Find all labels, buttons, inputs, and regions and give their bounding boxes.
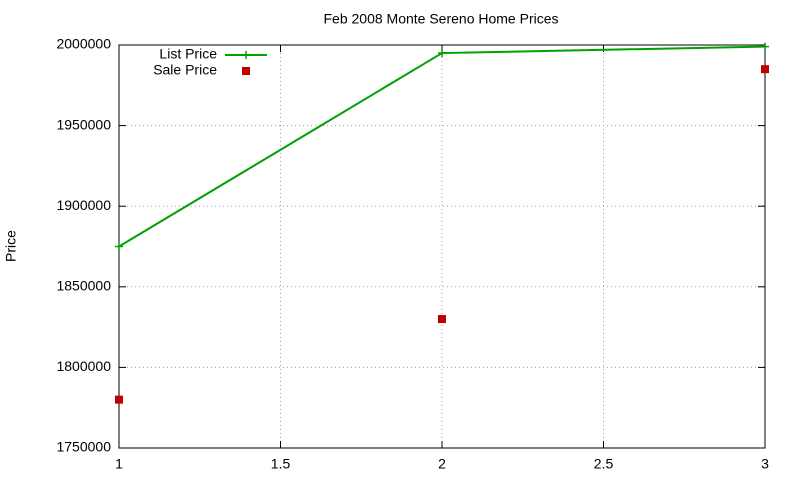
legend-label: Sale Price [153, 62, 217, 78]
x-tick-label: 2.5 [594, 456, 614, 472]
y-tick-label: 1900000 [56, 197, 111, 213]
legend-swatch [242, 51, 250, 59]
legend-label: List Price [159, 46, 217, 62]
x-tick-label: 1 [115, 456, 123, 472]
point [438, 49, 446, 58]
y-tick-label: 1800000 [56, 358, 111, 374]
y-tick-label: 1850000 [56, 278, 111, 294]
x-tick-label: 2 [438, 456, 446, 472]
point [761, 42, 769, 51]
x-tick-label: 3 [761, 456, 769, 472]
point [761, 65, 769, 74]
x-tick-label: 1.5 [271, 456, 291, 472]
y-tick-label: 1950000 [56, 116, 111, 132]
point [115, 395, 123, 404]
point [438, 315, 446, 324]
y-axis-label: Price [3, 230, 19, 262]
chart-title: Feb 2008 Monte Sereno Home Prices [323, 11, 558, 27]
y-tick-label: 1750000 [56, 439, 111, 455]
point [115, 242, 123, 251]
legend-swatch [242, 67, 250, 75]
y-tick-label: 2000000 [56, 36, 111, 52]
